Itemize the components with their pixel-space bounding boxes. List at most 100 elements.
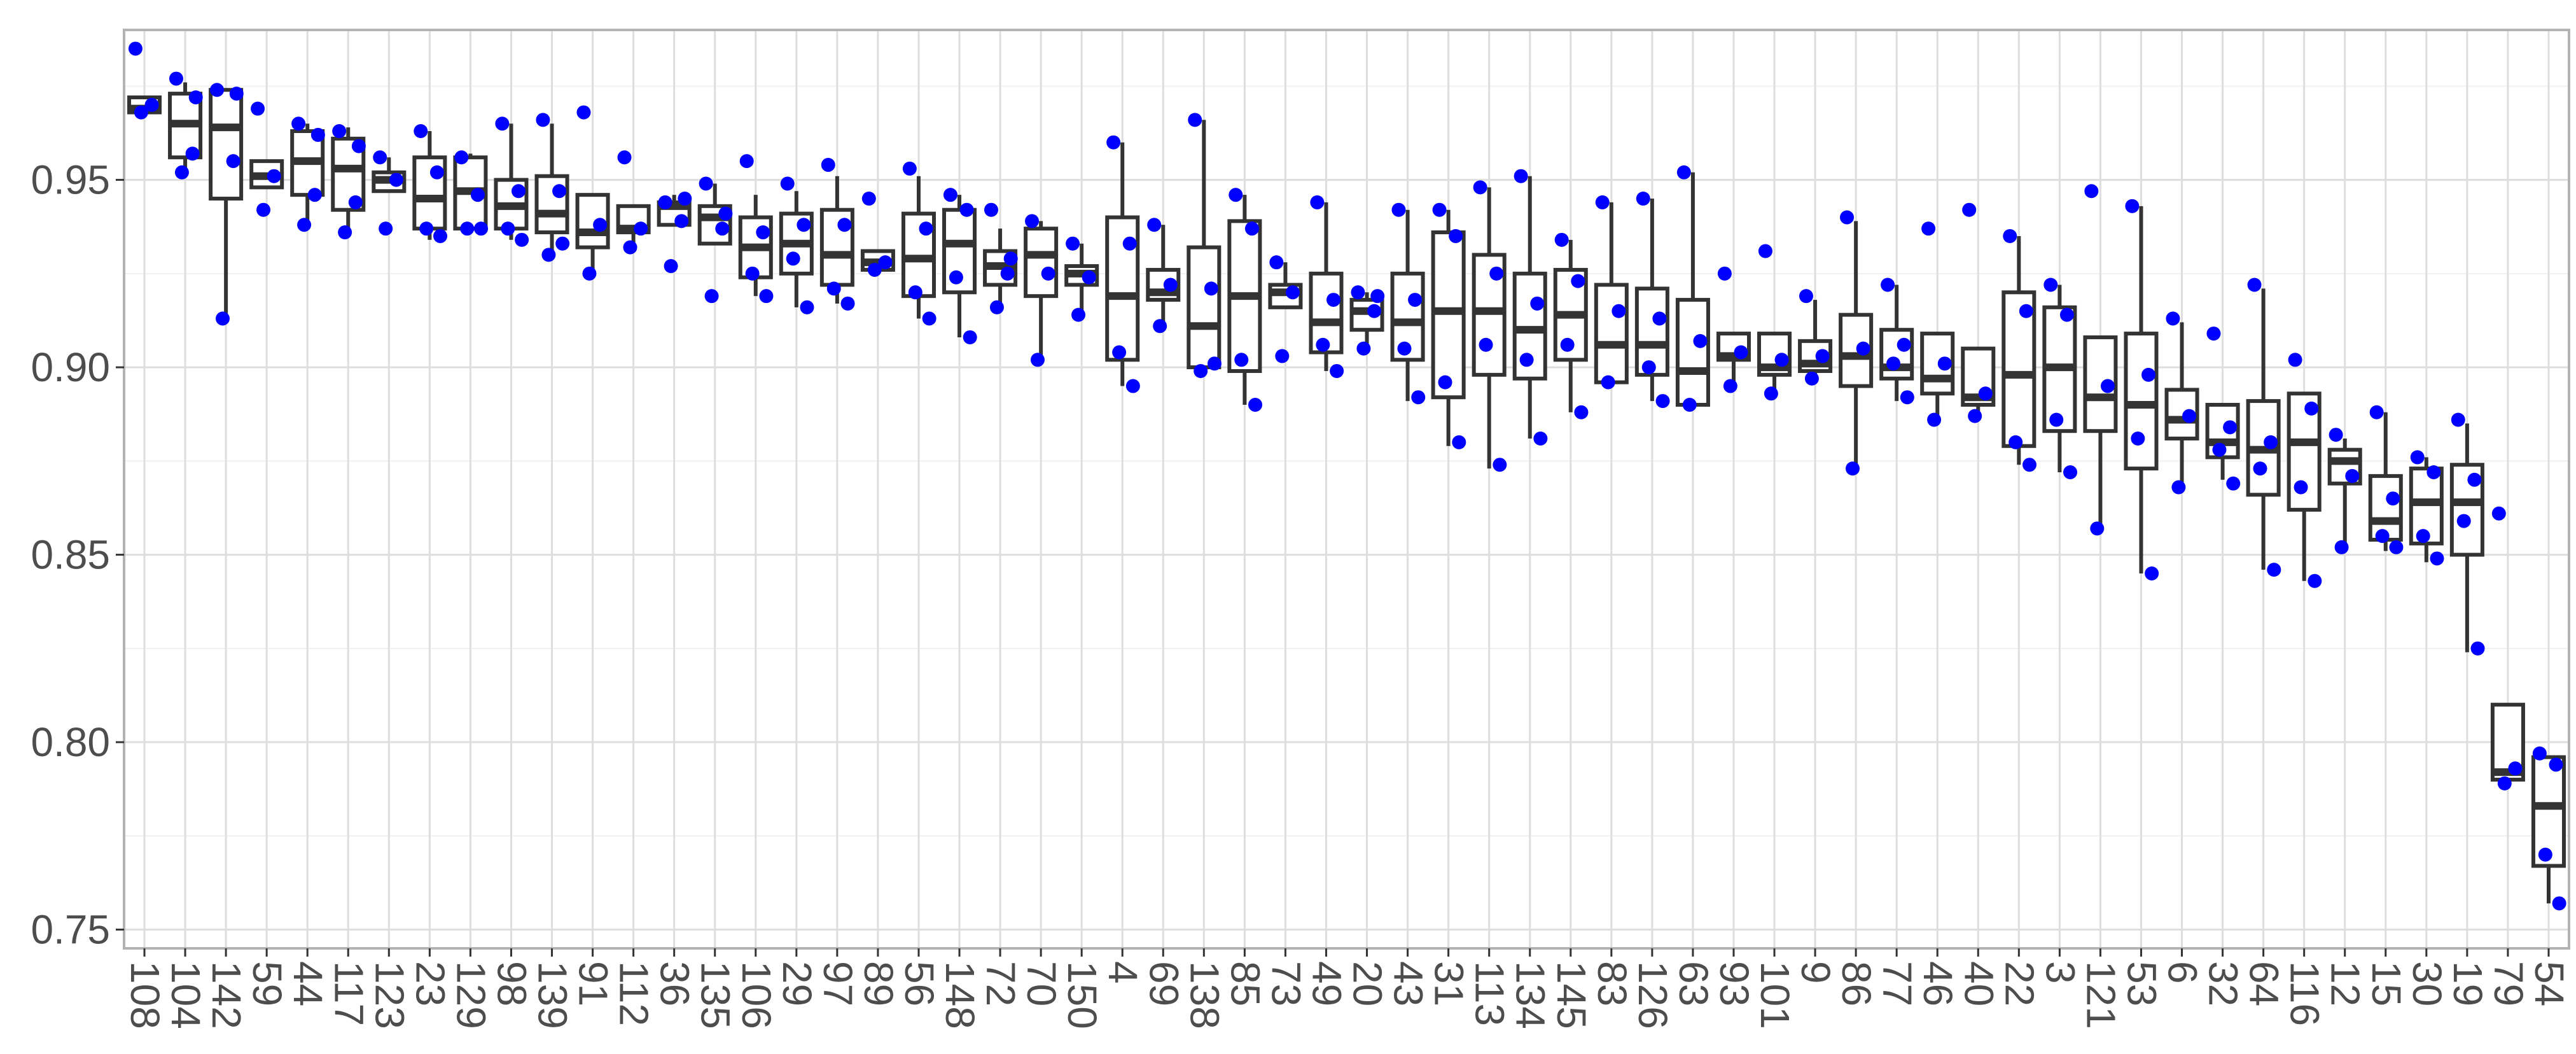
data-point	[919, 221, 933, 236]
data-point	[2182, 409, 2197, 423]
box-15	[2368, 412, 2403, 551]
iqr-box	[209, 88, 244, 201]
data-point	[2304, 401, 2319, 416]
data-point	[2552, 896, 2566, 911]
data-point	[1799, 289, 1813, 304]
x-tick-label: 97	[815, 961, 861, 1006]
data-point	[718, 206, 733, 221]
data-point	[1330, 363, 1344, 378]
data-point	[2226, 476, 2241, 491]
data-point	[1031, 353, 1045, 367]
data-point	[216, 311, 230, 326]
data-point	[414, 124, 428, 139]
x-tick-label: 101	[1752, 961, 1798, 1029]
data-point	[474, 221, 489, 236]
data-point	[1163, 278, 1178, 292]
data-point	[756, 225, 770, 240]
data-point	[2532, 746, 2547, 761]
data-point	[1112, 345, 1127, 360]
data-point	[1244, 221, 1259, 236]
data-point	[1188, 113, 1202, 127]
box-63	[1675, 172, 1710, 409]
data-point	[2334, 540, 2349, 554]
x-tick-label: 69	[1141, 961, 1187, 1006]
data-point	[908, 285, 922, 300]
x-tick-label: 19	[2445, 961, 2491, 1006]
x-tick-label: 12	[2323, 961, 2369, 1006]
data-point	[1636, 192, 1650, 206]
data-point	[2549, 757, 2563, 772]
data-point	[1693, 334, 1708, 348]
data-point	[351, 139, 366, 153]
box-113	[1472, 187, 1507, 469]
data-point	[174, 165, 189, 179]
data-point	[1285, 285, 1300, 300]
y-tick-label: 0.90	[31, 344, 110, 390]
box-49	[1309, 202, 1344, 371]
data-point	[1921, 221, 1936, 236]
data-point	[1147, 218, 1162, 232]
y-tick-label: 0.95	[31, 157, 110, 203]
x-tick-label: 4	[1100, 961, 1146, 984]
data-point	[144, 97, 159, 112]
data-point	[1351, 285, 1365, 300]
x-tick-label: 135	[693, 961, 739, 1029]
box-123	[372, 157, 407, 193]
data-point	[1025, 214, 1040, 228]
x-tick-label: 142	[204, 961, 249, 1029]
data-point	[1316, 337, 1330, 352]
box-101	[1757, 332, 1792, 398]
data-point	[291, 116, 306, 131]
data-point	[2223, 420, 2238, 435]
data-point	[2308, 573, 2322, 588]
x-tick-label: 56	[896, 961, 942, 1006]
data-point	[617, 150, 632, 165]
x-tick-label: 138	[1181, 961, 1227, 1029]
data-point	[2426, 465, 2441, 479]
x-tick-label: 145	[1549, 961, 1594, 1029]
data-point	[501, 221, 515, 236]
data-point	[593, 218, 608, 232]
data-point	[2084, 184, 2099, 199]
data-point	[1153, 319, 1167, 334]
x-tick-label: 70	[1019, 961, 1064, 1006]
data-point	[1514, 169, 1528, 183]
data-point	[674, 214, 689, 228]
box-106	[738, 195, 773, 297]
data-point	[1676, 165, 1691, 179]
box-40	[1961, 346, 1996, 416]
box-83	[1594, 202, 1629, 386]
data-point	[1397, 341, 1412, 356]
x-tick-label: 121	[2078, 961, 2124, 1029]
data-point	[745, 266, 760, 281]
data-point	[1764, 386, 1778, 401]
box-86	[1839, 221, 1874, 469]
data-point	[623, 240, 637, 255]
x-tick-label: 86	[1834, 961, 1879, 1006]
data-point	[2538, 847, 2552, 862]
data-point	[2212, 442, 2227, 457]
data-point	[989, 300, 1004, 314]
data-point	[1601, 375, 1615, 390]
x-tick-label: 3	[2037, 961, 2083, 984]
data-point	[2171, 480, 2186, 495]
data-point	[2294, 480, 2308, 495]
data-point	[2059, 307, 2074, 322]
x-tick-label: 77	[1874, 961, 1920, 1006]
data-point	[2141, 367, 2156, 382]
y-tick-label: 0.80	[31, 719, 110, 765]
x-tick-label: 30	[2404, 961, 2450, 1006]
data-point	[2125, 199, 2140, 213]
box-53	[2124, 206, 2159, 574]
data-point	[2206, 327, 2221, 341]
data-point	[2375, 529, 2390, 544]
x-tick-label: 83	[1589, 961, 1635, 1006]
data-point	[256, 202, 271, 217]
data-point	[555, 236, 570, 251]
data-point	[1003, 251, 1018, 266]
x-tick-label: 46	[1915, 961, 1961, 1006]
data-point	[2166, 311, 2180, 326]
data-point	[515, 232, 529, 247]
data-point	[1978, 386, 1993, 401]
